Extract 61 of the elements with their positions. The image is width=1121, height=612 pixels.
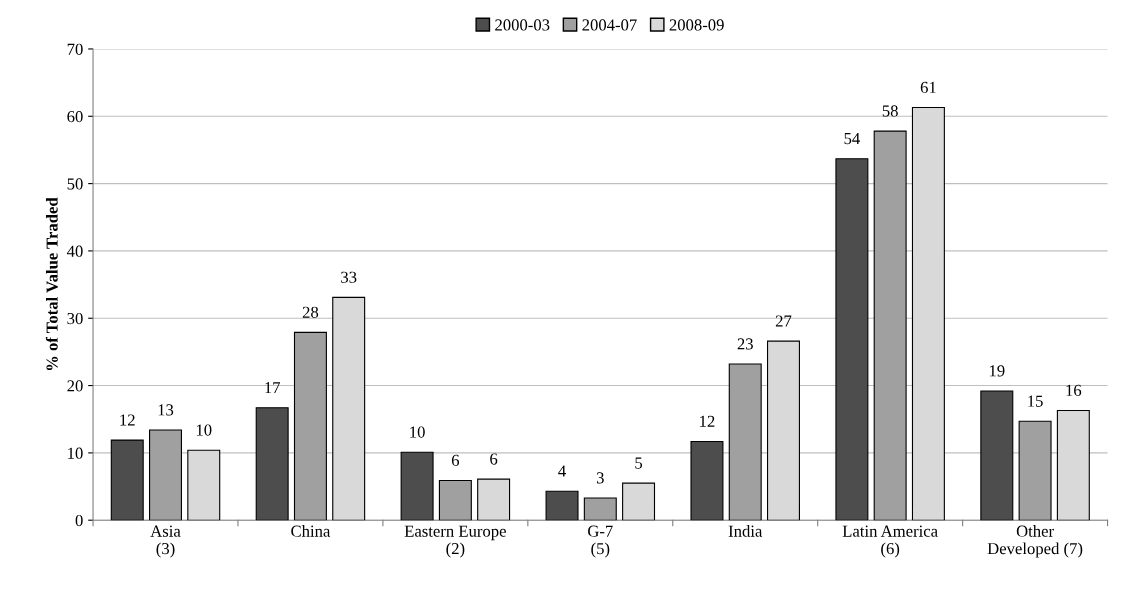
data-label: 13: [158, 404, 174, 416]
data-label: 17: [265, 382, 281, 394]
data-label: 28: [302, 306, 319, 318]
bar: [873, 130, 907, 521]
legend-label: 2004-07: [582, 19, 637, 31]
data-label: 6: [451, 454, 460, 466]
data-label: 15: [1028, 395, 1043, 407]
x-tick-label: G-7 (5): [588, 525, 613, 558]
bar: [911, 106, 945, 521]
data-label: 3: [596, 472, 604, 484]
y-tick-label: 10: [68, 447, 83, 459]
x-tick-label: Eastern Europe (2): [404, 525, 506, 558]
y-tick-label: 70: [67, 43, 83, 55]
y-tick-label: 60: [67, 110, 83, 123]
bar: [622, 482, 656, 521]
bar: [583, 497, 617, 521]
data-label: 33: [341, 271, 357, 283]
data-label: 5: [635, 457, 643, 469]
bar: [835, 158, 869, 521]
bar: [110, 439, 144, 521]
bar: [400, 451, 434, 521]
bar: [1018, 420, 1052, 521]
y-tick-label: 30: [67, 312, 83, 325]
data-label: 12: [700, 415, 715, 427]
data-label: 27: [775, 315, 792, 327]
bar: [728, 363, 762, 521]
x-tick-label: Other Developed (7): [987, 525, 1083, 558]
bar: [1056, 409, 1090, 521]
data-label: 19: [989, 365, 1005, 377]
bar: [477, 478, 511, 521]
data-label: 16: [1066, 384, 1082, 396]
x-tick-label: Latin America (6): [842, 525, 938, 558]
y-tick-label: 40: [66, 245, 83, 257]
y-tick-label: 50: [67, 178, 83, 190]
bar: [255, 407, 289, 521]
y-tick-label: 20: [67, 380, 83, 392]
data-label: 23: [737, 338, 753, 350]
data-label: 10: [196, 424, 212, 436]
bar: [332, 296, 366, 521]
y-axis-title: % of Total Value Traded: [45, 197, 58, 371]
data-label: 54: [844, 133, 860, 145]
x-tick-label: India: [728, 525, 763, 537]
x-tick-label: Asia (3): [150, 525, 181, 558]
data-label: 6: [490, 453, 498, 465]
data-label: 58: [882, 105, 898, 117]
bar: [545, 490, 579, 521]
bar: [149, 429, 183, 521]
bar: [187, 449, 221, 521]
bar: [766, 340, 800, 521]
bar: [980, 390, 1014, 521]
x-tick-label: China: [291, 525, 331, 537]
bar: [690, 440, 724, 521]
bar: [438, 479, 472, 521]
data-label: 12: [120, 414, 135, 426]
bar: [293, 331, 327, 521]
data-label: 61: [920, 81, 936, 94]
y-tick-label: 0: [75, 514, 83, 527]
legend-label: 2008-09: [669, 19, 724, 31]
data-label: 4: [558, 465, 566, 477]
data-label: 10: [410, 426, 425, 438]
legend-label: 2000-03: [495, 19, 550, 31]
